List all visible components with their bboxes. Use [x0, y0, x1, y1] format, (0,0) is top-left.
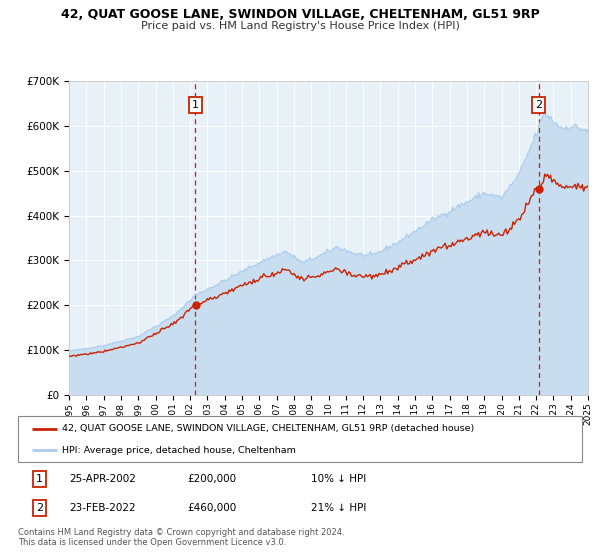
- Text: 42, QUAT GOOSE LANE, SWINDON VILLAGE, CHELTENHAM, GL51 9RP (detached house): 42, QUAT GOOSE LANE, SWINDON VILLAGE, CH…: [62, 424, 474, 433]
- FancyBboxPatch shape: [18, 416, 582, 462]
- Text: 23-FEB-2022: 23-FEB-2022: [69, 503, 136, 514]
- Text: Price paid vs. HM Land Registry's House Price Index (HPI): Price paid vs. HM Land Registry's House …: [140, 21, 460, 31]
- Text: 10% ↓ HPI: 10% ↓ HPI: [311, 474, 367, 484]
- Text: 1: 1: [192, 100, 199, 110]
- Text: 1: 1: [36, 474, 43, 484]
- Text: 2: 2: [535, 100, 542, 110]
- Text: HPI: Average price, detached house, Cheltenham: HPI: Average price, detached house, Chel…: [62, 446, 296, 455]
- Text: £460,000: £460,000: [187, 503, 236, 514]
- Text: 25-APR-2002: 25-APR-2002: [69, 474, 136, 484]
- Text: This data is licensed under the Open Government Licence v3.0.: This data is licensed under the Open Gov…: [18, 538, 286, 547]
- Text: £200,000: £200,000: [187, 474, 236, 484]
- Text: 2: 2: [36, 503, 43, 514]
- Text: Contains HM Land Registry data © Crown copyright and database right 2024.: Contains HM Land Registry data © Crown c…: [18, 528, 344, 536]
- Text: 21% ↓ HPI: 21% ↓ HPI: [311, 503, 367, 514]
- Text: 42, QUAT GOOSE LANE, SWINDON VILLAGE, CHELTENHAM, GL51 9RP: 42, QUAT GOOSE LANE, SWINDON VILLAGE, CH…: [61, 8, 539, 21]
